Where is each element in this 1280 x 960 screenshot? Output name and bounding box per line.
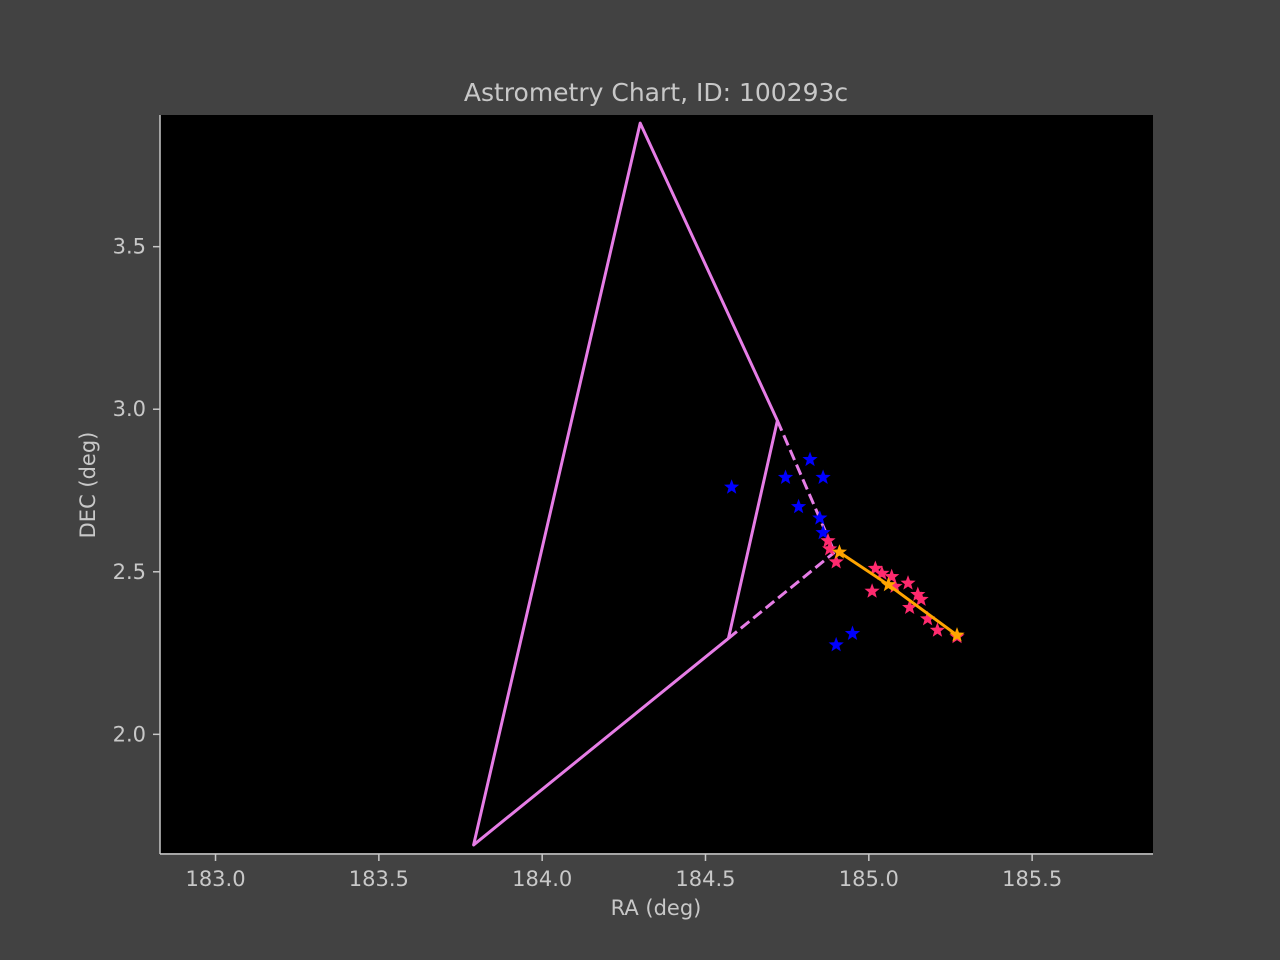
detections-marker — [902, 599, 918, 615]
detections-marker — [887, 578, 903, 593]
y-axis-label: DEC (deg) — [76, 432, 100, 539]
x-tick-label: 183.0 — [185, 867, 245, 891]
y-tick-label: 3.0 — [113, 397, 146, 421]
detections-marker — [920, 610, 936, 626]
x-axis-ticks: 183.0 183.5 184.0 184.5 185.0 185.5 — [185, 854, 1062, 891]
catalog-stars-marker — [790, 498, 807, 514]
catalog-stars-marker — [777, 469, 794, 484]
x-tick-label: 183.5 — [349, 867, 409, 891]
y-tick-label: 2.5 — [113, 560, 146, 584]
field-extension-lower — [727, 551, 836, 640]
chart-title: Astrometry Chart, ID: 100293c — [464, 78, 848, 107]
detections-marker — [929, 622, 946, 637]
detections-marker — [900, 575, 916, 590]
x-tick-label: 184.0 — [512, 867, 572, 891]
detections-marker — [874, 565, 890, 580]
motion-track-marker — [949, 627, 965, 642]
motion-track-marker — [831, 544, 848, 559]
detections-marker — [864, 583, 880, 598]
catalog-stars-marker — [815, 524, 831, 540]
detections-marker — [867, 560, 883, 575]
catalog-stars-marker — [724, 479, 740, 494]
x-tick-label: 185.0 — [839, 867, 899, 891]
detections-marker — [820, 532, 836, 548]
detections-marker — [828, 554, 844, 569]
plot-area — [160, 115, 1153, 853]
detections-marker — [884, 568, 900, 584]
catalog-stars-marker — [828, 636, 844, 652]
catalog-stars-marker — [815, 469, 831, 484]
detections-marker — [910, 586, 926, 602]
series-layer — [472, 121, 965, 847]
y-axis-ticks: 2.0 2.5 3.0 3.5 — [113, 235, 160, 746]
y-tick-label: 3.5 — [113, 235, 146, 259]
x-axis-label: RA (deg) — [611, 896, 702, 920]
field-outline — [472, 121, 779, 847]
detections-marker — [913, 591, 929, 606]
y-tick-label: 2.0 — [113, 722, 146, 746]
catalog-stars-marker — [844, 625, 861, 641]
x-tick-label: 184.5 — [675, 867, 735, 891]
catalog-stars-marker — [802, 451, 818, 467]
detections-marker — [822, 541, 838, 556]
motion-track-marker — [880, 576, 897, 592]
catalog-stars-marker — [812, 510, 828, 525]
x-tick-label: 185.5 — [1002, 867, 1062, 891]
